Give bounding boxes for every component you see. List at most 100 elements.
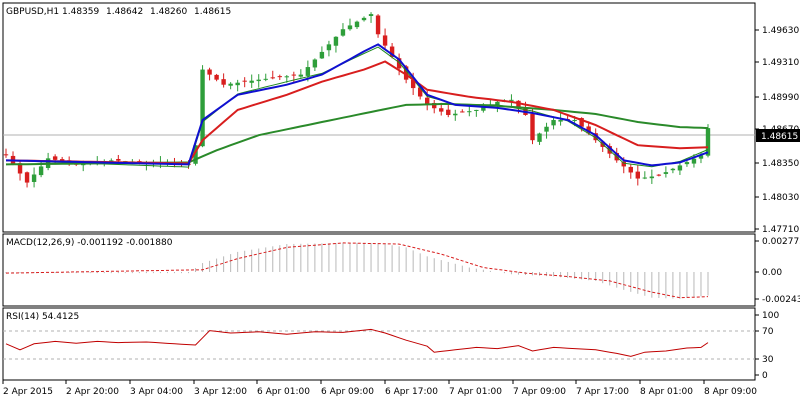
candle-body [537, 133, 542, 142]
candle-body [361, 17, 367, 21]
rsi-line [5, 328, 709, 357]
candle-body [291, 74, 297, 76]
candle-body [474, 109, 479, 111]
time-tick-label: 7 Apr 17:00 [576, 387, 629, 397]
time-tick: 7 Apr 09:00 [512, 380, 566, 397]
rsi-tick: 0 [755, 371, 768, 381]
price-tick-label: 1.49310 [762, 58, 799, 68]
time-tick-label: 8 Apr 09:00 [704, 387, 757, 397]
macd-tick: 0.002773 [755, 237, 800, 247]
candle-body [298, 74, 304, 77]
candle-body [698, 155, 704, 159]
candle-body [572, 120, 577, 122]
chart-header-symbol: GBPUSD,H1 [6, 7, 59, 17]
candle-body [705, 128, 711, 156]
rsi-panel[interactable]: RSI(14) 54.4125 100 70 30 0 [2, 307, 779, 381]
time-tick: 2 Apr 2015 [2, 380, 53, 397]
price-tick-label: 1.47710 [762, 225, 799, 235]
candle-body [340, 29, 346, 36]
price-tick: 1.48990 [755, 93, 799, 103]
candle [326, 40, 332, 57]
candle-body [368, 14, 374, 16]
candle [312, 58, 318, 71]
candle [193, 142, 198, 166]
candle [635, 164, 640, 186]
macd-label: MACD(12,26,9) -0.001192 -0.001880 [6, 238, 173, 248]
time-tick-label: 3 Apr 12:00 [194, 387, 247, 397]
price-tick-label: 1.49630 [762, 26, 799, 36]
candle-body [221, 79, 226, 85]
candle [375, 14, 381, 38]
candle-body [116, 159, 121, 161]
price-tick: 1.48030 [755, 193, 799, 203]
time-tick-label: 2 Apr 2015 [3, 387, 53, 397]
candle-body [579, 118, 584, 127]
candle [333, 36, 339, 53]
time-tick: 6 Apr 17:00 [384, 380, 438, 397]
candle [446, 104, 451, 118]
candle-body [677, 165, 683, 171]
macd-tick: 0.00 [755, 268, 782, 278]
macd-panel[interactable]: MACD(12,26,9) -0.001192 -0.001880 0.0027… [2, 233, 800, 307]
candle [256, 74, 261, 88]
candle-body [228, 83, 233, 86]
candle [249, 74, 254, 88]
candle-body [38, 166, 44, 176]
current-price-label: 1.48615 [761, 132, 798, 142]
time-tick: 8 Apr 09:00 [703, 380, 757, 397]
candle-body [635, 171, 640, 179]
candle-body [495, 101, 500, 107]
time-tick-label: 8 Apr 01:00 [640, 387, 693, 397]
candle [228, 82, 233, 90]
rsi-tick: 30 [755, 355, 774, 365]
candle-body [691, 158, 697, 164]
candle-body [439, 108, 444, 112]
candle-body [558, 120, 563, 122]
candle-body [389, 46, 395, 57]
candle-body [59, 159, 65, 162]
candle [537, 132, 542, 145]
candle-body [551, 120, 556, 126]
time-axis: 2 Apr 2015 2 Apr 20:00 3 Apr 04:00 3 Apr… [2, 380, 757, 397]
time-tick-label: 6 Apr 17:00 [385, 387, 438, 397]
time-tick-label: 2 Apr 20:00 [66, 387, 119, 397]
candle [677, 161, 683, 175]
candle-body [481, 107, 486, 111]
candle-body [453, 113, 458, 116]
candle-body [656, 174, 662, 176]
candle-body [17, 163, 23, 174]
candle [670, 167, 676, 174]
candle [263, 73, 268, 82]
current-price-tag [756, 129, 800, 142]
time-tick: 3 Apr 04:00 [129, 380, 183, 397]
chart-header-high: 1.48642 [106, 7, 143, 17]
candle [628, 164, 633, 179]
rsi-tick-label: 0 [762, 371, 768, 381]
candle [221, 73, 226, 88]
time-tick-label: 7 Apr 01:00 [449, 387, 502, 397]
price-tick: 1.48350 [755, 159, 799, 169]
time-tick-label: 3 Apr 04:00 [130, 387, 183, 397]
rsi-tick: 70 [755, 327, 774, 337]
candle-body [347, 25, 353, 30]
price-tick: 1.49310 [755, 58, 799, 68]
candle [432, 99, 437, 114]
candle [389, 43, 395, 59]
main-price-panel[interactable]: GBPUSD,H1 1.48359 1.48642 1.48260 1.4861… [2, 2, 756, 233]
candle-body [263, 78, 268, 80]
time-tick: 7 Apr 17:00 [575, 380, 629, 397]
candle-body [312, 59, 318, 68]
time-tick-label: 7 Apr 09:00 [513, 387, 566, 397]
rsi-tick-label: 70 [762, 327, 774, 337]
time-tick: 2 Apr 20:00 [65, 380, 119, 397]
candle-body [52, 156, 58, 160]
chart-header-open: 1.48359 [62, 7, 99, 17]
candle-body [284, 76, 289, 78]
candle-body [242, 80, 247, 82]
candle-body [642, 177, 648, 179]
candle-body [193, 145, 198, 164]
candle-body [586, 126, 591, 134]
candle-body [200, 69, 205, 147]
macd-tick-label: 0.00 [762, 268, 782, 278]
